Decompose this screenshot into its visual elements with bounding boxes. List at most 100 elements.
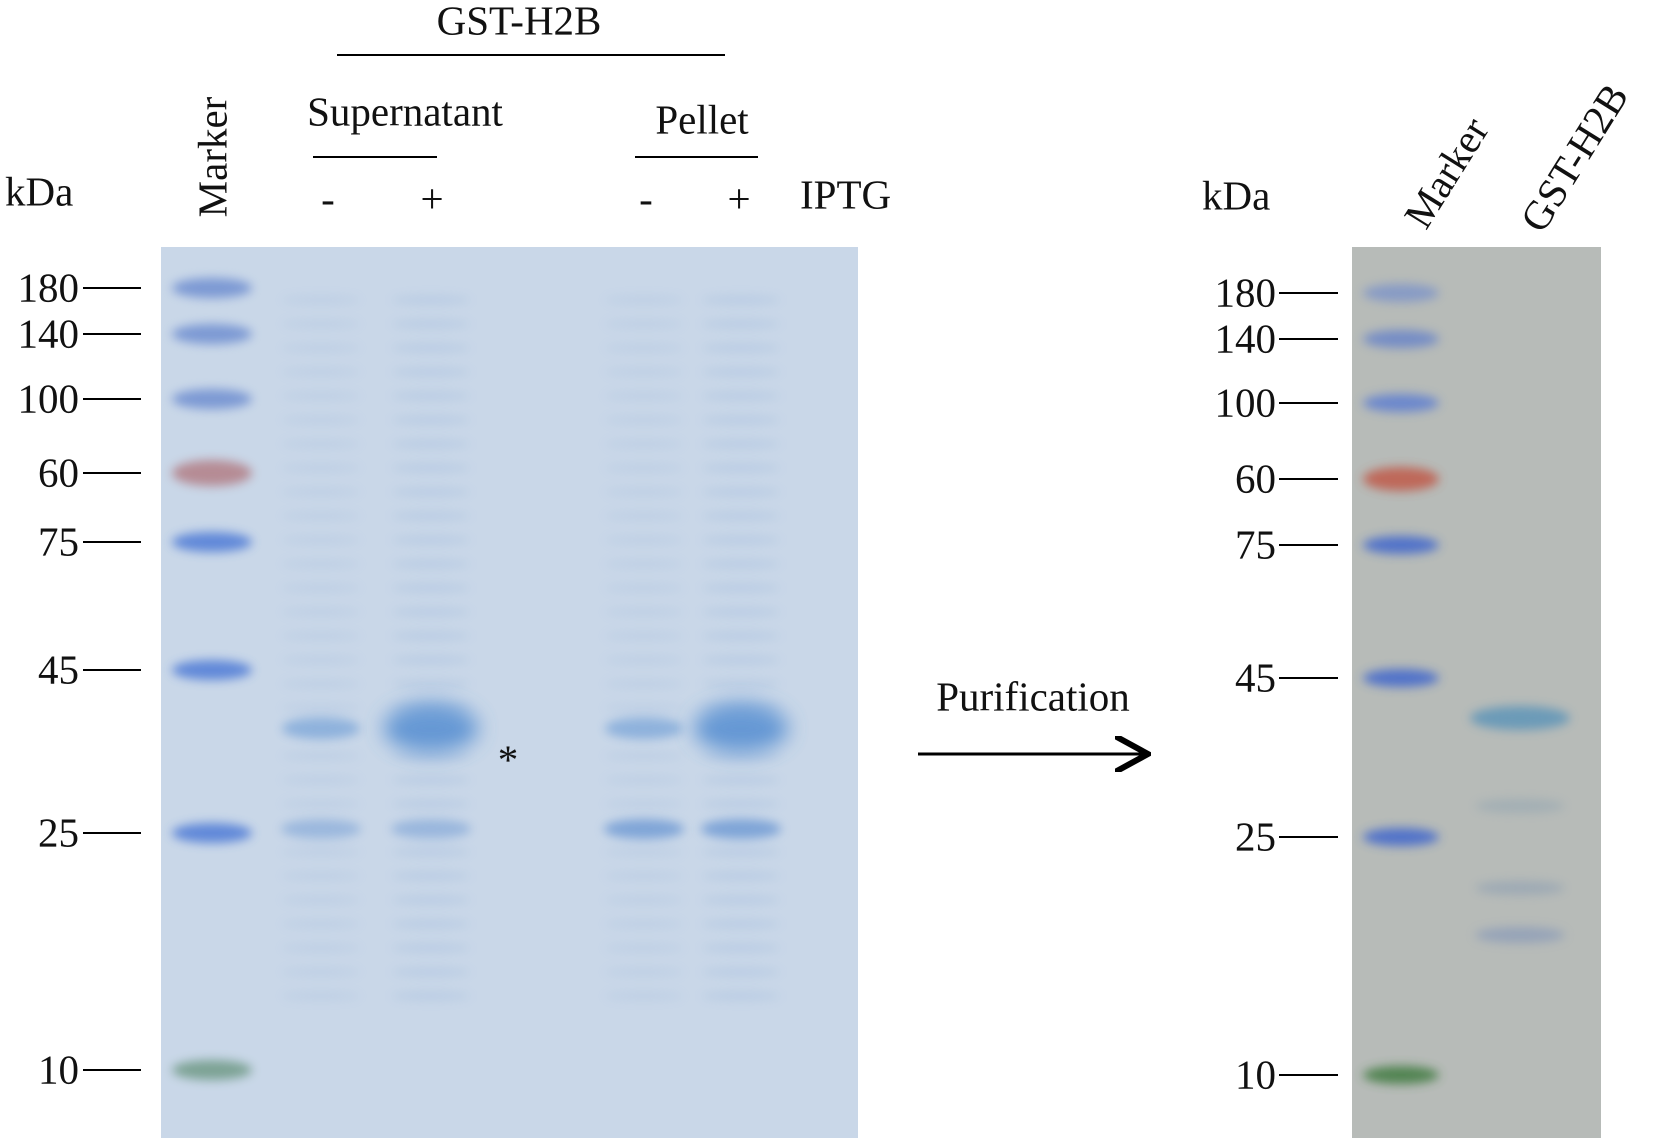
band xyxy=(281,607,361,617)
band xyxy=(281,319,361,329)
band xyxy=(281,819,361,839)
band xyxy=(1475,927,1565,943)
lane-label: Marker xyxy=(1395,109,1498,236)
band xyxy=(281,919,361,929)
ladder-label: 140 xyxy=(1215,315,1277,361)
band xyxy=(1475,881,1565,895)
band xyxy=(604,967,684,977)
band xyxy=(391,415,471,425)
band xyxy=(604,487,684,497)
lane-label: GST-H2B xyxy=(1511,75,1637,239)
ladder-label: 60 xyxy=(38,449,79,495)
band xyxy=(391,559,471,569)
band xyxy=(604,343,684,353)
band xyxy=(604,583,684,593)
band xyxy=(281,895,361,905)
band xyxy=(281,847,361,857)
left-gel xyxy=(161,247,858,1138)
band xyxy=(1363,669,1439,687)
band xyxy=(604,943,684,953)
band xyxy=(391,631,471,641)
band xyxy=(1470,706,1570,730)
band xyxy=(391,463,471,473)
band xyxy=(391,511,471,521)
band xyxy=(701,751,781,761)
band xyxy=(604,871,684,881)
band xyxy=(281,535,361,545)
band xyxy=(172,823,252,843)
iptg-sign: - xyxy=(321,175,335,221)
band xyxy=(701,559,781,569)
ladder-label: 10 xyxy=(38,1046,79,1092)
band xyxy=(604,679,684,689)
ladder-label: 45 xyxy=(38,646,79,692)
band xyxy=(701,607,781,617)
band xyxy=(701,799,781,809)
band xyxy=(604,607,684,617)
band xyxy=(172,1060,252,1080)
band xyxy=(281,679,361,689)
bands xyxy=(172,278,1570,1084)
band xyxy=(281,295,361,305)
band xyxy=(281,871,361,881)
band xyxy=(604,535,684,545)
band xyxy=(281,991,361,1001)
band xyxy=(1363,467,1439,491)
band xyxy=(701,367,781,377)
group-label: Supernatant xyxy=(307,88,503,134)
band xyxy=(604,631,684,641)
band xyxy=(281,511,361,521)
band xyxy=(604,559,684,569)
iptg-sign: + xyxy=(420,175,443,221)
band xyxy=(604,511,684,521)
ladder-label: 180 xyxy=(1215,269,1277,315)
band xyxy=(391,655,471,665)
band xyxy=(604,919,684,929)
band xyxy=(701,583,781,593)
band xyxy=(1475,799,1565,813)
band xyxy=(281,775,361,785)
band xyxy=(604,367,684,377)
band xyxy=(281,583,361,593)
band xyxy=(701,295,781,305)
ladder-label: 25 xyxy=(1235,813,1276,859)
band xyxy=(604,991,684,1001)
band xyxy=(1363,1066,1439,1084)
band xyxy=(1363,536,1439,554)
band xyxy=(701,463,781,473)
band xyxy=(1363,394,1439,412)
band xyxy=(604,799,684,809)
band xyxy=(604,895,684,905)
ladder-label: 45 xyxy=(1235,654,1276,700)
band xyxy=(281,655,361,665)
band xyxy=(604,819,684,839)
band xyxy=(172,324,252,344)
gel-title: GST-H2B xyxy=(437,0,602,43)
band xyxy=(281,559,361,569)
band xyxy=(391,679,471,689)
band xyxy=(1363,330,1439,348)
band xyxy=(701,439,781,449)
band xyxy=(604,703,684,713)
band xyxy=(172,278,252,298)
ladder-label: 100 xyxy=(1215,379,1277,425)
band xyxy=(604,439,684,449)
iptg-sign: + xyxy=(727,175,750,221)
band xyxy=(604,295,684,305)
band xyxy=(701,847,781,857)
ladder-label: 25 xyxy=(38,809,79,855)
band xyxy=(383,703,479,753)
ladder-label: 75 xyxy=(38,518,79,564)
ladder-label: 10 xyxy=(1235,1051,1276,1097)
band xyxy=(604,319,684,329)
band xyxy=(281,943,361,953)
band xyxy=(281,367,361,377)
band xyxy=(391,319,471,329)
band xyxy=(281,343,361,353)
band xyxy=(604,415,684,425)
band xyxy=(701,967,781,977)
band xyxy=(391,943,471,953)
band xyxy=(693,703,789,753)
ladder-label: 100 xyxy=(18,375,80,421)
